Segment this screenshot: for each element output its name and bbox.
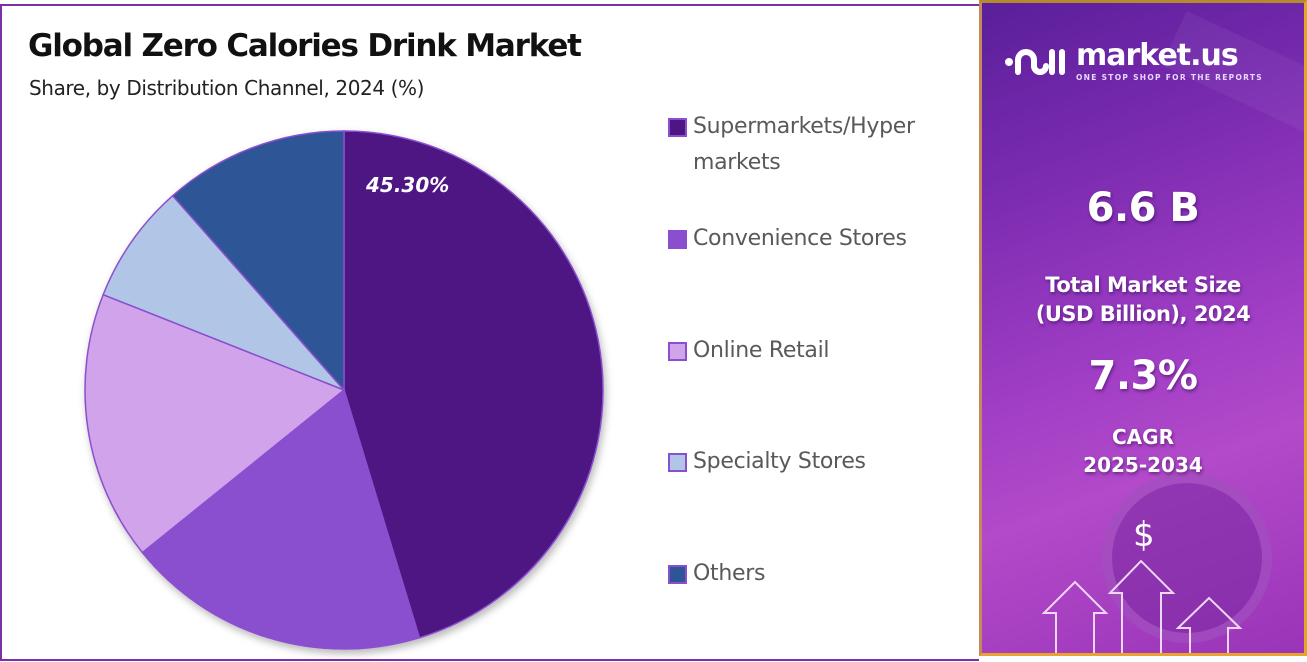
legend-swatch-icon xyxy=(668,453,687,472)
coffee-cup-background xyxy=(1102,473,1272,643)
legend-label: Supermarkets/Hyper markets xyxy=(693,114,915,175)
market-us-logo: market.us ONE STOP SHOP FOR THE REPORTS xyxy=(1004,41,1263,82)
pie-chart-svg xyxy=(84,130,604,650)
market-size-value: 6.6 B xyxy=(1086,185,1200,231)
market-us-logo-icon xyxy=(1005,48,1065,75)
chart-panel: Global Zero Calories Drink Market Share,… xyxy=(0,4,979,661)
legend-swatch-icon xyxy=(668,565,687,584)
legend-item-supermarkets: Supermarkets/Hyper markets xyxy=(668,114,915,181)
legend-label: Convenience Stores xyxy=(693,226,907,251)
market-summary-card: market.us ONE STOP SHOP FOR THE REPORTS … xyxy=(979,0,1307,656)
legend-item-online-retail: Online Retail xyxy=(668,338,830,369)
pie-slice-others xyxy=(171,130,345,392)
background-decoration xyxy=(1161,10,1304,176)
legend-label: Specialty Stores xyxy=(693,449,866,474)
legend-item-convenience-stores: Convenience Stores xyxy=(668,226,907,257)
legend-swatch-icon xyxy=(668,118,687,137)
pie-slice-supermarkets-hypermarkets xyxy=(343,130,604,639)
legend-swatch-icon xyxy=(668,230,687,249)
market-size-label: Total Market Size (USD Billion), 2024 xyxy=(1035,273,1251,326)
slice-label-supermarkets: 45.30% xyxy=(366,173,450,197)
pie-chart xyxy=(76,118,616,658)
legend-swatch-icon xyxy=(668,342,687,361)
pie-slice-convenience-stores xyxy=(141,388,421,650)
logo-name: market.us xyxy=(1076,38,1239,73)
cagr-value: 7.3% xyxy=(1088,353,1198,399)
logo-tagline: ONE STOP SHOP FOR THE REPORTS xyxy=(1076,73,1263,82)
pie-slice-specialty-stores xyxy=(102,194,345,391)
dollar-icon: $ xyxy=(1133,515,1155,555)
pie-slice-online-retail xyxy=(84,293,346,554)
chart-subtitle: Share, by Distribution Channel, 2024 (%) xyxy=(29,76,425,100)
legend-item-specialty-stores: Specialty Stores xyxy=(668,449,866,480)
legend-label: Others xyxy=(693,561,766,586)
legend-label: Online Retail xyxy=(693,338,830,363)
chart-title: Global Zero Calories Drink Market xyxy=(28,28,582,64)
growth-arrows-icon xyxy=(1041,559,1243,653)
cagr-label: CAGR 2025-2034 xyxy=(1083,425,1203,477)
legend-item-others: Others xyxy=(668,561,765,592)
